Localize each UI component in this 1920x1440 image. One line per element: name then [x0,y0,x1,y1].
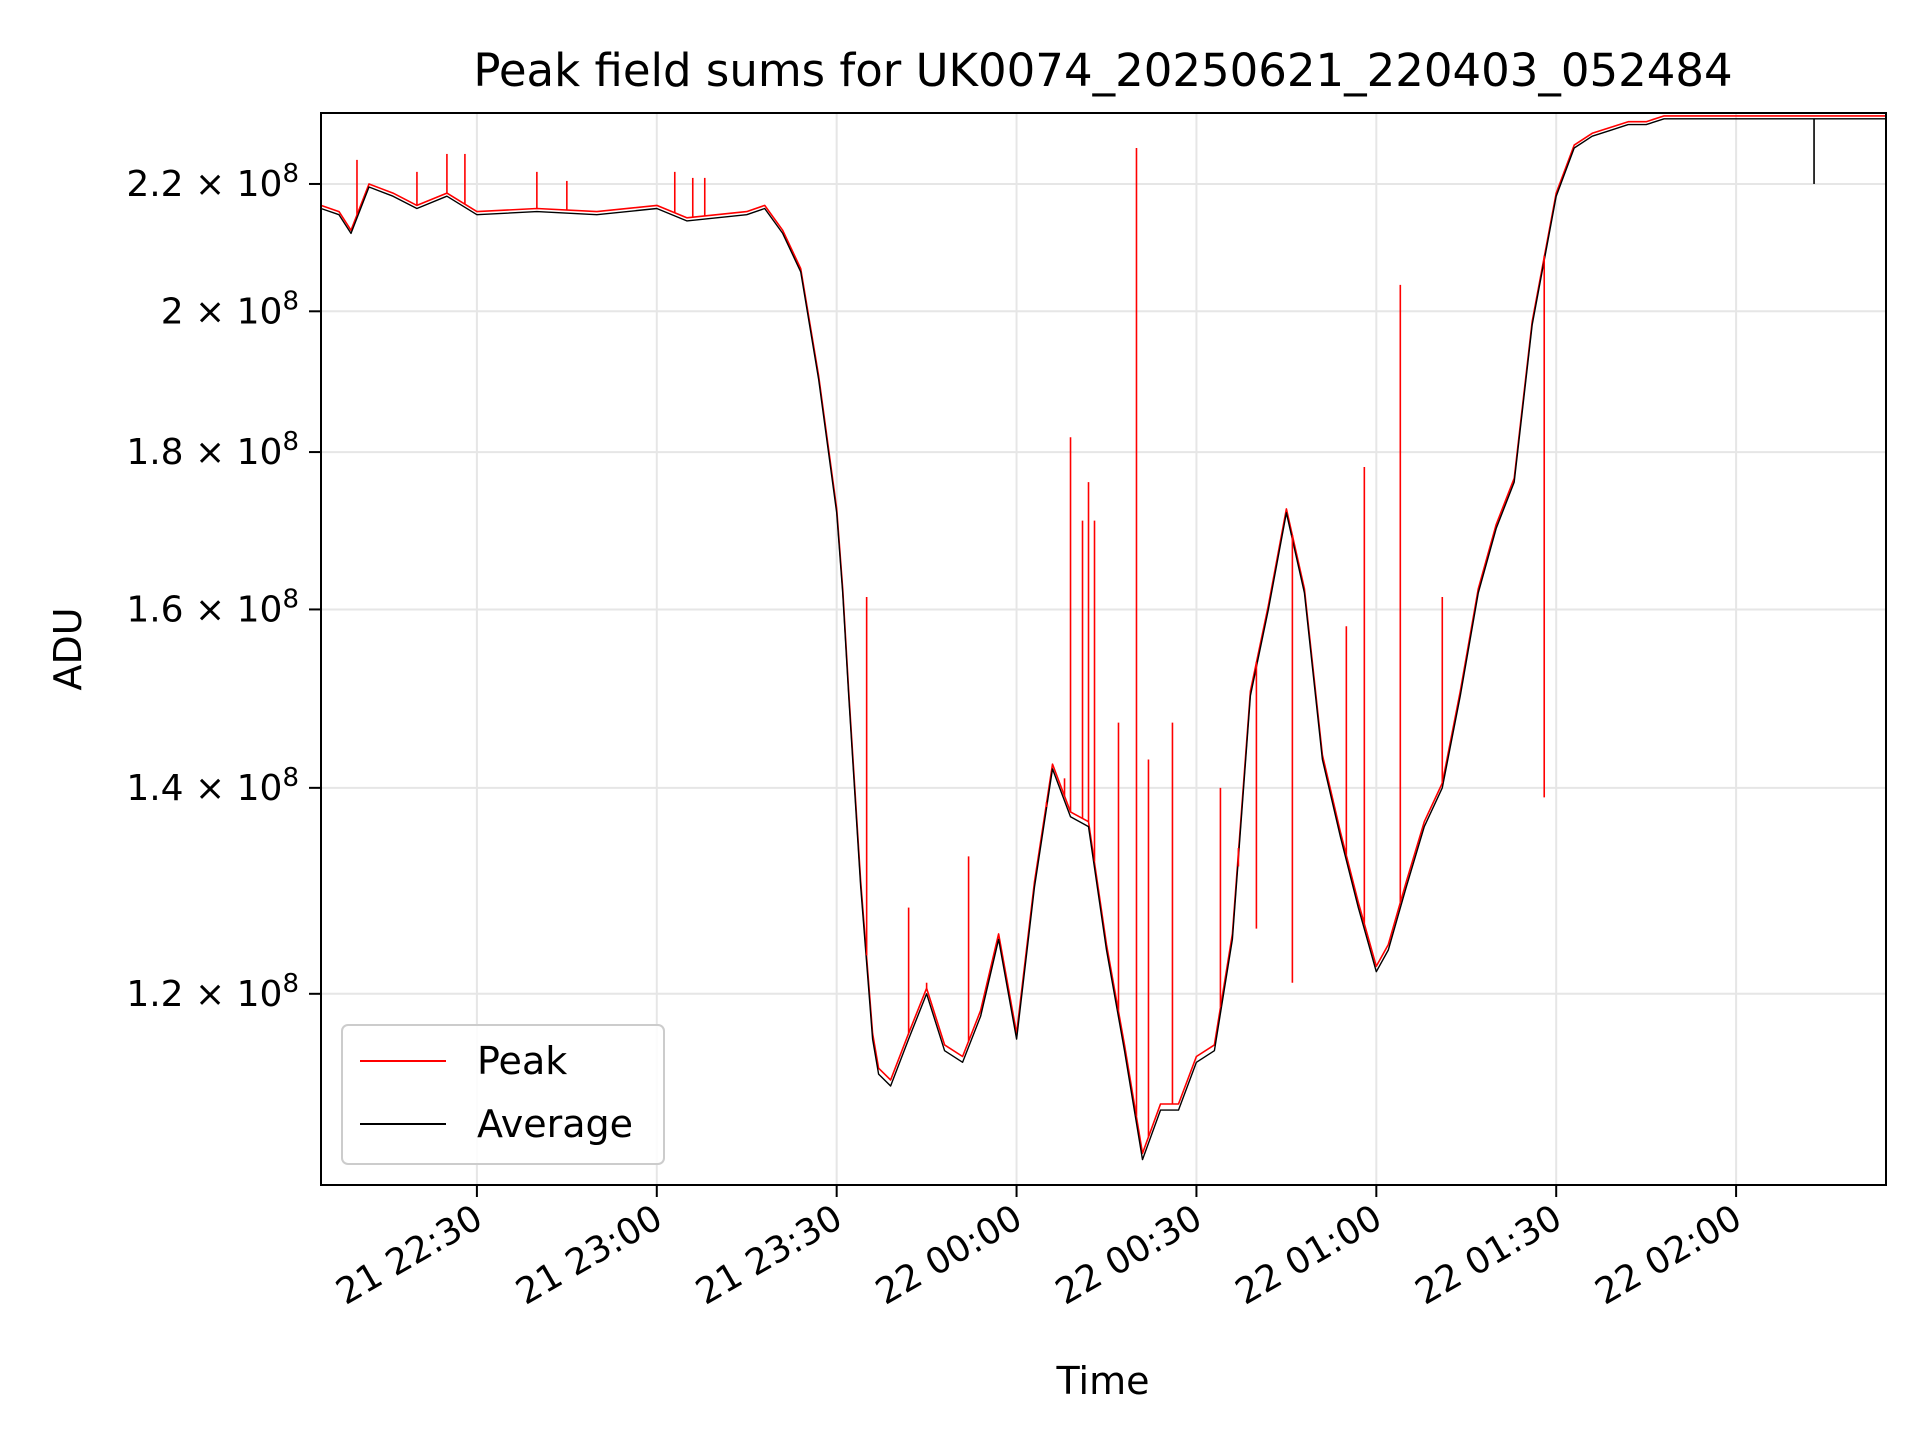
legend-label-peak: Peak [477,1039,567,1083]
x-axis-label: Time [1056,1359,1150,1403]
y-axis-label: ADU [46,607,90,690]
gridlines [321,113,1886,1185]
series-layer [320,115,1886,1161]
y-axis: 1.2 × 108 1.4 × 108 1.6 × 108 1.8 × 108 2 × … [126,159,321,1015]
legend-box [341,1024,665,1165]
series-line-peak [320,115,1886,1155]
y-tick-label: 2 × 108 [161,286,299,332]
y-tick-label: 1.2 × 108 [126,969,299,1015]
plot-frame [320,112,1887,1186]
legend: Peak Average [341,1024,665,1165]
y-tick-label: 2.2 × 108 [126,159,299,205]
y-tick-label: 1.8 × 108 [126,427,299,473]
series-line-average [320,118,1886,1161]
y-tick-label: 1.4 × 108 [126,763,299,809]
y-tick-label: 1.6 × 108 [126,584,299,630]
chart-title: Peak field sums for UK0074_20250621_2204… [473,44,1732,97]
legend-label-average: Average [477,1102,633,1146]
